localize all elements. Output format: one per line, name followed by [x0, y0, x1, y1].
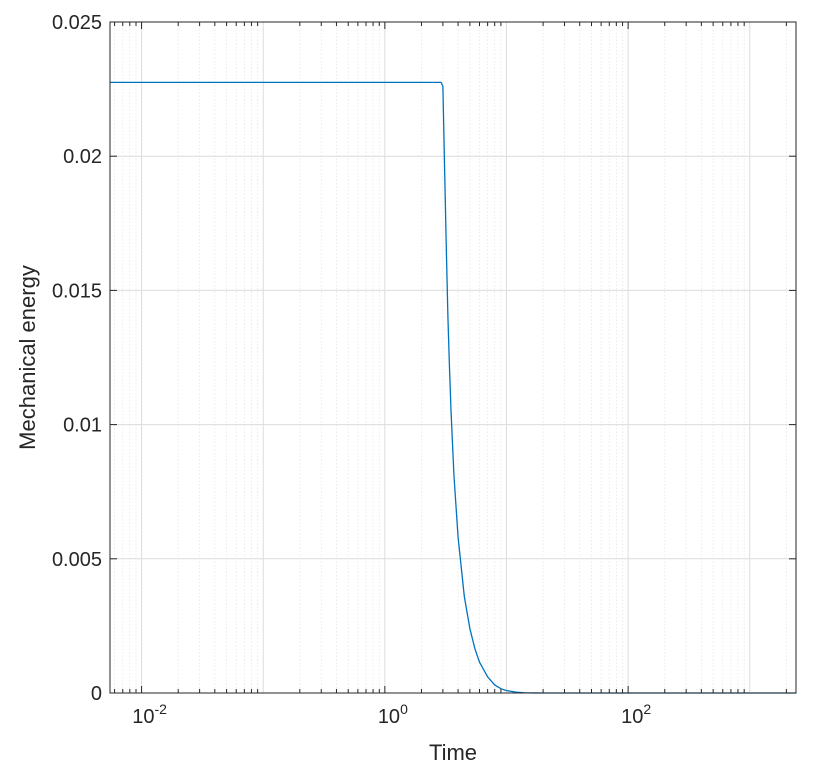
x-tick-label: 100 — [378, 701, 408, 728]
y-tick-label: 0.005 — [52, 549, 102, 571]
y-tick-label: 0.015 — [52, 280, 102, 302]
y-axis-label: Mechanical energy — [15, 265, 40, 450]
x-axis-label: Time — [429, 740, 477, 765]
y-tick-label: 0.02 — [63, 146, 102, 168]
y-tick-label: 0 — [91, 683, 102, 705]
x-tick-exponent: 0 — [400, 701, 408, 717]
y-tick-label: 0.01 — [63, 415, 102, 437]
plot-area-frame — [109, 21, 797, 694]
x-tick-exponent: 2 — [643, 701, 651, 717]
x-tick-label: 10-2 — [132, 701, 167, 728]
x-tick-base: 10 — [621, 706, 643, 728]
x-tick-exponent: -2 — [154, 701, 167, 717]
y-tick-label: 0.025 — [52, 12, 102, 34]
chart-grid — [110, 22, 796, 693]
x-tick-base: 10 — [132, 706, 154, 728]
x-tick-label: 102 — [621, 701, 651, 728]
chart-series-group — [110, 81, 796, 694]
x-tick-base: 10 — [378, 706, 400, 728]
series-line-0 — [110, 81, 796, 694]
